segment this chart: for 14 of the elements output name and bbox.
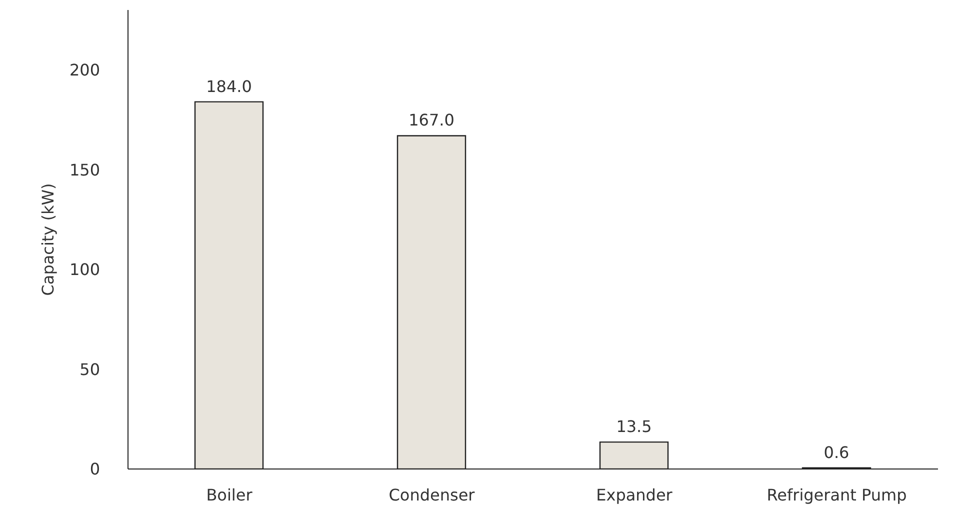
y-tick-label: 0 xyxy=(90,460,100,479)
data-label: 167.0 xyxy=(408,110,454,130)
data-label: 184.0 xyxy=(206,76,252,96)
x-tick-label: Boiler xyxy=(206,485,253,504)
data-label: 13.5 xyxy=(616,417,652,436)
y-tick-label: 150 xyxy=(69,160,100,180)
x-tick-label: Condenser xyxy=(388,485,476,504)
y-axis-title: Capacity (kW) xyxy=(38,183,58,296)
y-tick-label: 100 xyxy=(69,260,100,280)
x-tick-label: Expander xyxy=(596,485,673,504)
x-tick-label: Refrigerant Pump xyxy=(766,485,907,504)
y-tick-label: 50 xyxy=(80,360,100,379)
data-label: 0.6 xyxy=(824,442,850,462)
y-tick-label: 200 xyxy=(69,60,100,80)
